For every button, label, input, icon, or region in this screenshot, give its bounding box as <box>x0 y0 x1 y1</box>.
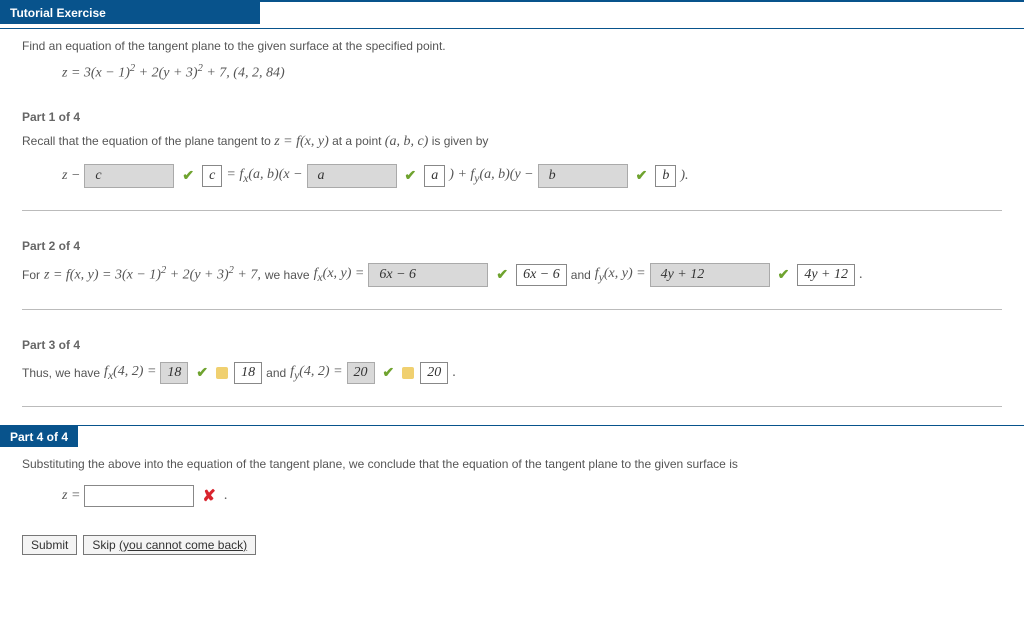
hint-fy: 4y + 12 <box>797 264 855 286</box>
skip-button[interactable]: Skip (you cannot come back) <box>83 535 256 555</box>
math: fy(4, 2) = <box>290 364 342 382</box>
part-title: Part 2 of 4 <box>22 239 1002 253</box>
part-2: Part 2 of 4 For z = f(x, y) = 3(x − 1)2 … <box>0 229 1024 328</box>
part-1: Part 1 of 4 Recall that the equation of … <box>0 100 1024 229</box>
text: Recall that the equation of the plane ta… <box>22 134 274 148</box>
answer-a[interactable]: a <box>307 164 397 188</box>
check-icon: ✔ <box>778 266 790 283</box>
text: is given by <box>432 134 489 148</box>
math: fy(x, y) = <box>595 266 646 284</box>
eq-part: z = 3(x − 1) <box>62 66 130 81</box>
part-4: Part 4 of 4 Substituting the above into … <box>0 425 1024 573</box>
answer-fy42[interactable]: 20 <box>347 362 375 384</box>
answer-fy[interactable]: 4y + 12 <box>650 263 770 287</box>
text: at a point <box>332 134 385 148</box>
math: z = <box>62 488 80 504</box>
part4-header: Part 4 of 4 <box>0 426 78 447</box>
math: z = f(x, y) <box>274 134 329 149</box>
text: we have <box>265 268 310 282</box>
tutorial-header: Tutorial Exercise <box>0 2 260 24</box>
math: z − <box>62 168 80 184</box>
math: = fx(a, b)(x − <box>226 167 302 185</box>
math: (a, b, c) <box>385 134 429 149</box>
pointer-icon <box>402 367 414 379</box>
eq-part: + 2(y + 3) <box>135 66 197 81</box>
check-icon: ✔ <box>196 364 208 381</box>
hint-fx42: 18 <box>234 362 262 384</box>
hint-fy42: 20 <box>420 362 448 384</box>
check-icon: ✔ <box>383 364 395 381</box>
check-icon: ✔ <box>182 167 194 184</box>
hint-b: b <box>655 165 676 187</box>
text: For <box>22 268 40 282</box>
problem-prompt: Find an equation of the tangent plane to… <box>22 39 1002 53</box>
part4-text: Substituting the above into the equation… <box>22 457 1002 471</box>
math: fx(4, 2) = <box>104 364 156 382</box>
part-title: Part 3 of 4 <box>22 338 1002 352</box>
problem-section: Find an equation of the tangent plane to… <box>0 29 1024 100</box>
answer-b[interactable]: b <box>538 164 628 188</box>
answer-fx42[interactable]: 18 <box>160 362 188 384</box>
answer-z-input[interactable] <box>84 485 194 507</box>
math: ). <box>680 168 688 184</box>
problem-equation: z = 3(x − 1)2 + 2(y + 3)2 + 7, (4, 2, 84… <box>62 63 1002 82</box>
math: ) + fy(a, b)(y − <box>449 167 533 185</box>
check-icon: ✔ <box>496 266 508 283</box>
part-title: Part 1 of 4 <box>22 110 1002 124</box>
text: and <box>266 366 286 380</box>
answer-c[interactable]: c <box>84 164 174 188</box>
hint-fx: 6x − 6 <box>516 264 567 286</box>
submit-button[interactable]: Submit <box>22 535 77 555</box>
math: fx(x, y) = <box>314 266 365 284</box>
math: z = f(x, y) = 3(x − 1)2 + 2(y + 3)2 + 7, <box>44 265 261 284</box>
part-3: Part 3 of 4 Thus, we have fx(4, 2) = 18 … <box>0 328 1024 425</box>
text: and <box>571 268 591 282</box>
hint-a: a <box>424 165 445 187</box>
hint-c: c <box>202 165 222 187</box>
eq-part: + 7, (4, 2, 84) <box>203 66 285 81</box>
text: Thus, we have <box>22 366 100 380</box>
pointer-icon <box>216 367 228 379</box>
check-icon: ✔ <box>636 167 648 184</box>
cross-icon: ✘ <box>202 486 215 506</box>
answer-fx[interactable]: 6x − 6 <box>368 263 488 287</box>
check-icon: ✔ <box>405 167 417 184</box>
part1-intro: Recall that the equation of the plane ta… <box>22 134 1002 150</box>
